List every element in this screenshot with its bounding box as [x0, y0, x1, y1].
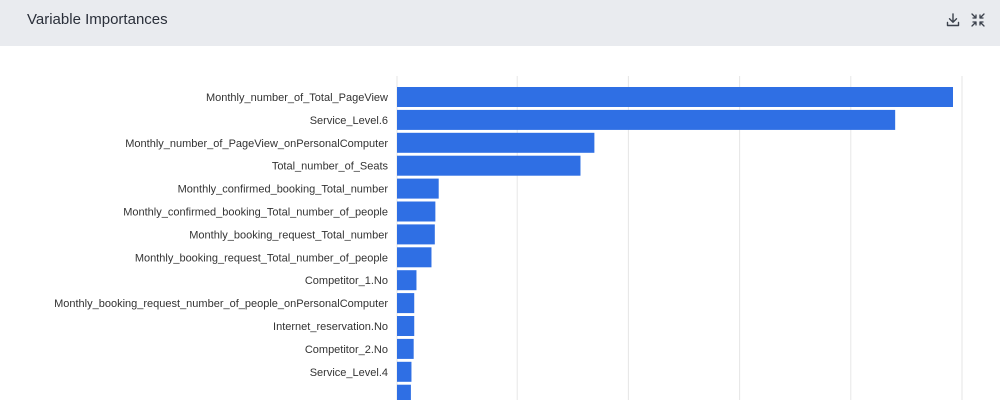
bar-14[interactable] — [397, 384, 411, 400]
bar-13[interactable] — [397, 361, 412, 382]
bar-8[interactable] — [397, 247, 432, 268]
bar-4[interactable] — [397, 155, 581, 176]
category-label-10: Monthly_booking_request_number_of_people… — [54, 298, 388, 310]
category-label-5: Monthly_confirmed_booking_Total_number — [178, 184, 389, 196]
bar-7[interactable] — [397, 224, 435, 245]
category-label-7: Monthly_booking_request_Total_number — [189, 229, 388, 241]
bar-11[interactable] — [397, 316, 415, 336]
collapse-button[interactable] — [968, 10, 988, 30]
bar-layer — [397, 87, 953, 400]
panel-title: Variable Importances — [27, 11, 168, 28]
chart-area: Monthly_number_of_Total_PageView Service_… — [0, 46, 1000, 400]
bar-5[interactable] — [397, 178, 439, 199]
bar-2[interactable] — [397, 109, 896, 130]
bar-1[interactable] — [397, 87, 953, 107]
category-label-2: Service_Level.6 — [310, 115, 388, 127]
variable-importance-chart: Monthly_number_of_Total_PageView Service_… — [54, 76, 963, 400]
bar-6[interactable] — [397, 201, 436, 222]
bar-12[interactable] — [397, 338, 414, 359]
category-label-8: Monthly_booking_request_Total_number_of_… — [135, 252, 388, 264]
category-label-6: Monthly_confirmed_booking_Total_number_o… — [123, 207, 388, 219]
category-label-3: Monthly_number_of_PageView_onPersonalCom… — [125, 138, 388, 150]
label-layer: Monthly_number_of_Total_PageView Service_… — [54, 92, 388, 379]
category-label-1: Monthly_number_of_Total_PageView — [206, 92, 388, 104]
bar-9[interactable] — [397, 270, 417, 291]
panel-header: Variable Importances — [0, 0, 1000, 46]
category-label-9: Competitor_1.No — [305, 275, 388, 287]
bar-10[interactable] — [397, 293, 415, 314]
download-button[interactable] — [943, 10, 963, 30]
download-icon — [945, 12, 961, 28]
category-label-4: Total_number_of_Seats — [272, 161, 389, 173]
category-label-12: Competitor_2.No — [305, 344, 388, 356]
category-label-13: Service_Level.4 — [310, 367, 388, 379]
bar-3[interactable] — [397, 132, 595, 153]
collapse-icon — [970, 12, 986, 28]
category-label-11: Internet_reservation.No — [273, 321, 388, 333]
